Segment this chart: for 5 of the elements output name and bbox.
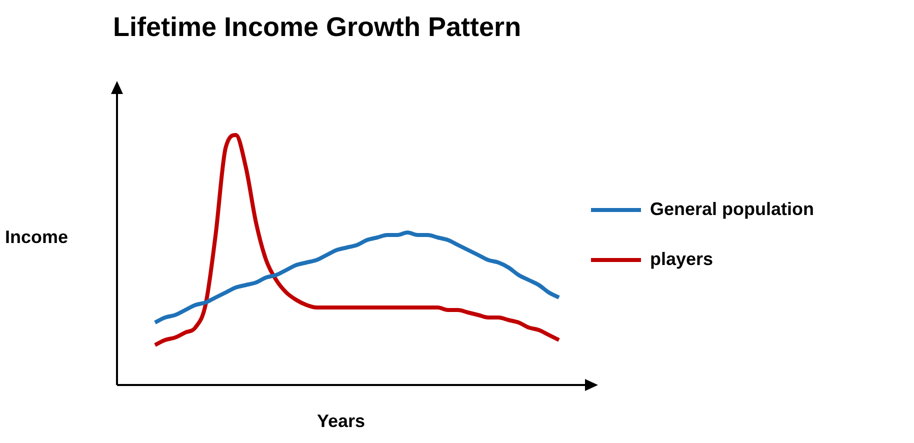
legend-label: General population: [650, 198, 814, 219]
chart-title: Lifetime Income Growth Pattern: [113, 12, 522, 43]
y-axis-title: Income: [5, 227, 68, 248]
legend-label: players: [650, 248, 714, 269]
x-axis-title: Years: [317, 411, 366, 432]
